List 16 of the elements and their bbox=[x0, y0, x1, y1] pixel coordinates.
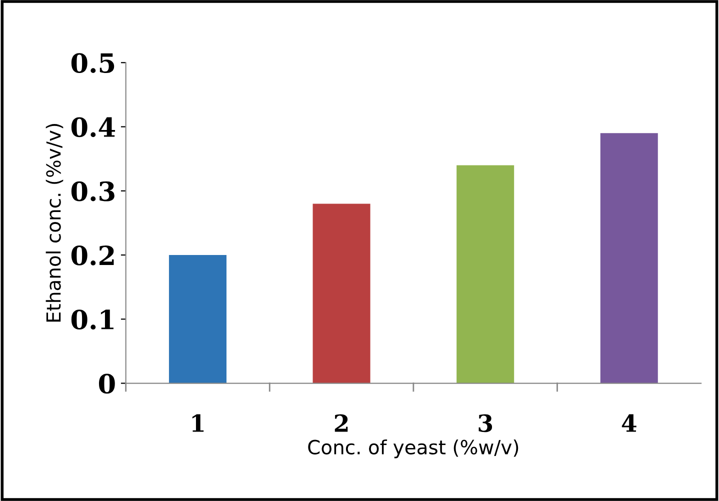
y-tick-label: 0.3 bbox=[71, 181, 114, 202]
x-tick-label: 2 bbox=[334, 414, 348, 432]
x-tick-label: 3 bbox=[478, 414, 492, 432]
bar bbox=[168, 255, 226, 384]
bar bbox=[312, 204, 370, 384]
y-axis-title: Ethanol conc. (%v/v) bbox=[46, 124, 64, 322]
y-tick-label: 0.2 bbox=[71, 245, 114, 266]
bar bbox=[456, 165, 514, 384]
x-tick-label: 4 bbox=[622, 414, 636, 432]
y-tick-label: 0.1 bbox=[71, 310, 114, 330]
bar bbox=[600, 133, 658, 384]
x-axis-title: Conc. of yeast (%w/v) bbox=[308, 439, 518, 458]
x-tick-label: 1 bbox=[192, 414, 204, 432]
y-tick-label: 0.4 bbox=[71, 117, 116, 138]
y-tick-label: 0.5 bbox=[71, 53, 114, 74]
y-tick-label: 0 bbox=[98, 374, 115, 394]
